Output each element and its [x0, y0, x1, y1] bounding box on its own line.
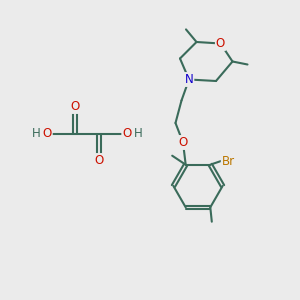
- Text: O: O: [216, 37, 225, 50]
- Text: O: O: [43, 127, 52, 140]
- Text: O: O: [178, 136, 188, 149]
- Text: H: H: [134, 127, 142, 140]
- Text: O: O: [70, 100, 80, 113]
- Text: N: N: [184, 73, 194, 86]
- Text: Br: Br: [222, 154, 235, 168]
- Text: H: H: [32, 127, 40, 140]
- Text: O: O: [122, 127, 131, 140]
- Text: O: O: [94, 154, 103, 167]
